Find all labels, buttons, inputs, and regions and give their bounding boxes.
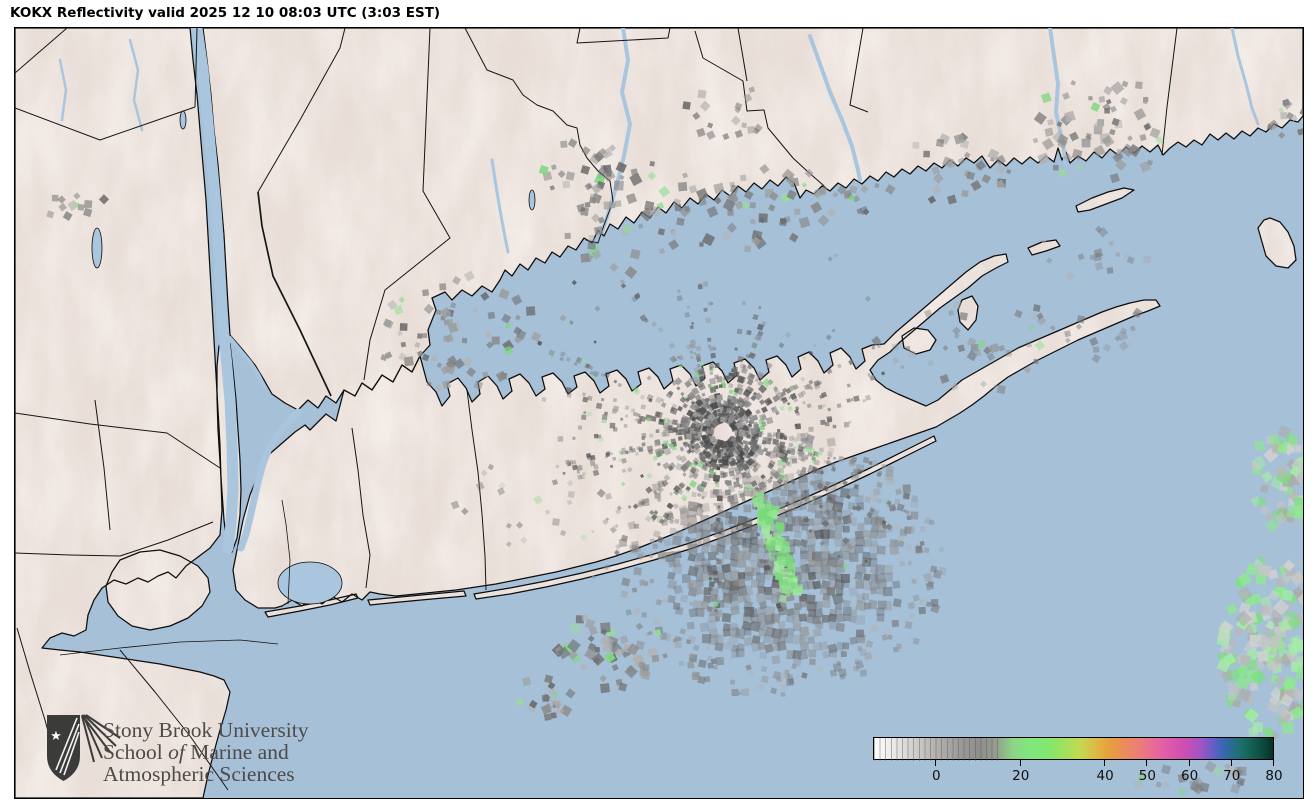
stony-brook-logo: ★ Stony Brook University School of Marin… xyxy=(44,709,374,798)
shield-icon: ★ xyxy=(47,714,121,781)
colorbar: 0 20 40 50 60 70 80 xyxy=(873,737,1283,795)
colorbar-segment-lines xyxy=(874,738,1000,761)
page-title: KOKX Reflectivity valid 2025 12 10 08:03… xyxy=(10,5,441,21)
logo-line-1: Stony Brook University xyxy=(103,718,309,742)
colorbar-tick-label: 70 xyxy=(1223,768,1241,784)
boundary-lines-layer xyxy=(15,28,1178,791)
colorbar-tick xyxy=(1188,760,1190,766)
colorbar-tick-label: 80 xyxy=(1265,768,1283,784)
colorbar-tick-label: 40 xyxy=(1096,768,1114,784)
logo-line-3: Atmospheric Sciences xyxy=(103,762,295,786)
map-figure: 0 20 40 50 60 70 80 ★ xyxy=(14,27,1304,799)
logo-text: Stony Brook University School of Marine … xyxy=(103,719,308,785)
colorbar-tick xyxy=(1146,760,1148,766)
colorbar-tick-label: 60 xyxy=(1180,768,1199,784)
svg-text:★: ★ xyxy=(50,729,62,744)
colorbar-tick-label: 50 xyxy=(1138,768,1156,784)
colorbar-tick xyxy=(1019,760,1021,766)
colorbar-tick-label: 0 xyxy=(932,768,941,784)
colorbar-tick-label: 20 xyxy=(1012,768,1030,784)
colorbar-tick xyxy=(1104,760,1106,766)
logo-line-2: School of Marine and xyxy=(103,740,289,764)
colorbar-tick xyxy=(1230,760,1232,766)
radar-echoes-layer xyxy=(46,80,1303,796)
colorbar-tick xyxy=(1273,760,1274,766)
colorbar-tick xyxy=(935,760,937,766)
colorbar-gradient xyxy=(873,737,1274,761)
basemap-svg xyxy=(15,28,1303,798)
